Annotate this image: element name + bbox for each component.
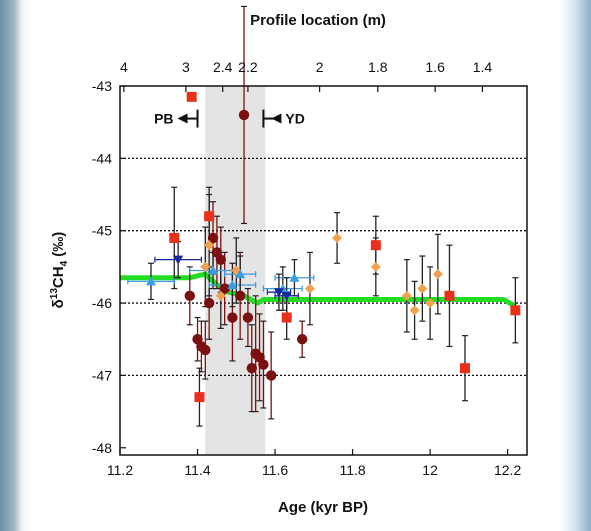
data-point-square xyxy=(444,290,455,301)
data-point-square xyxy=(194,392,205,403)
data-point-square xyxy=(204,211,215,222)
data-point-circle xyxy=(215,254,226,265)
top-tick-label: 1.8 xyxy=(368,59,388,75)
data-point-circle xyxy=(219,283,230,294)
data-point-circle xyxy=(227,312,238,323)
y-axis-title: δ13CH4 (‰) xyxy=(49,232,70,309)
top-tick-label: 4 xyxy=(120,59,128,75)
data-point-circle xyxy=(200,344,211,356)
x-tick-label: 12.2 xyxy=(494,462,521,478)
data-point-triangle-up xyxy=(289,272,300,282)
data-point-square xyxy=(370,240,381,251)
pb-arrow-head xyxy=(177,113,188,124)
y-tick-label: -46 xyxy=(92,295,112,311)
x-tick-label: 11.2 xyxy=(107,462,133,478)
x-axis-title: Age (kyr BP) xyxy=(278,499,368,516)
data-point-circle xyxy=(296,334,308,345)
data-point-diamond xyxy=(409,305,420,316)
yd-arrow-head xyxy=(271,113,282,124)
x-tick-label: 12 xyxy=(422,462,438,478)
data-point-diamond xyxy=(200,261,211,272)
data-point-triangle-up xyxy=(208,265,219,275)
data-point-circle xyxy=(238,109,250,121)
plot-area xyxy=(120,86,527,455)
data-point-diamond xyxy=(425,298,436,309)
data-point-square xyxy=(169,232,180,243)
data-point-circle xyxy=(207,232,219,244)
data-point-diamond xyxy=(417,283,428,294)
y-axis-title-ch: CH xyxy=(50,266,67,288)
data-point-triangle-down xyxy=(273,288,284,298)
data-point-square xyxy=(281,312,292,323)
y-tick-label: -48 xyxy=(92,440,112,456)
data-points xyxy=(146,91,521,403)
x-tick-label: 11.8 xyxy=(339,462,365,478)
data-point-diamond xyxy=(432,269,443,280)
data-point-circle xyxy=(246,362,257,374)
top-tick-label: 3 xyxy=(182,59,190,75)
data-point-circle xyxy=(184,290,195,302)
y-tick-label: -45 xyxy=(92,223,112,239)
x-tick-label: 11.6 xyxy=(262,462,288,478)
plot-frame xyxy=(119,85,528,456)
data-point-triangle-down xyxy=(173,255,184,265)
data-point-diamond xyxy=(204,240,215,251)
y-axis-title-sup: 13 xyxy=(49,288,60,300)
data-point-diamond xyxy=(401,290,412,301)
data-point-triangle-up xyxy=(227,279,238,289)
y-tick-label: -47 xyxy=(92,367,112,383)
data-point-triangle-up xyxy=(146,276,157,286)
data-point-circle xyxy=(234,290,246,302)
top-tick-label: 2 xyxy=(316,59,324,75)
data-point-diamond xyxy=(304,283,315,294)
data-point-circle xyxy=(258,359,269,370)
y-tick-label: -44 xyxy=(92,150,112,166)
annotations: PB YD xyxy=(154,109,305,128)
data-point-circle xyxy=(242,312,254,323)
data-point-diamond xyxy=(215,290,226,301)
y-axis-title-sub: 4 xyxy=(59,260,70,266)
y-axis-title-unit: (‰) xyxy=(50,232,67,261)
top-tick-label: 1.4 xyxy=(473,59,493,75)
pb-label: PB xyxy=(154,111,173,127)
top-axis-title: Profile location (m) xyxy=(250,12,386,29)
data-point-triangle-down xyxy=(281,291,292,301)
data-point-square xyxy=(510,305,521,316)
data-point-diamond xyxy=(332,232,343,243)
top-tick-label: 1.6 xyxy=(425,59,445,75)
data-point-circle xyxy=(203,297,215,309)
yd-label: YD xyxy=(285,111,304,127)
data-point-circle xyxy=(265,370,277,381)
data-point-square xyxy=(186,91,197,102)
y-tick-label: -43 xyxy=(92,78,112,94)
data-point-diamond xyxy=(370,261,381,272)
axis-ticks: 11.2 11.4 11.6 11.8 12 12.2 -48 -47 -46 -45 -44 -43… xyxy=(92,59,522,478)
y-axis-title-delta: δ xyxy=(50,299,67,308)
data-point-square xyxy=(459,363,470,374)
top-tick-label: 2.2 xyxy=(238,59,258,75)
x-tick-label: 11.4 xyxy=(184,462,210,478)
data-point-triangle-up xyxy=(235,269,246,279)
top-tick-label: 2.4 xyxy=(213,59,233,75)
